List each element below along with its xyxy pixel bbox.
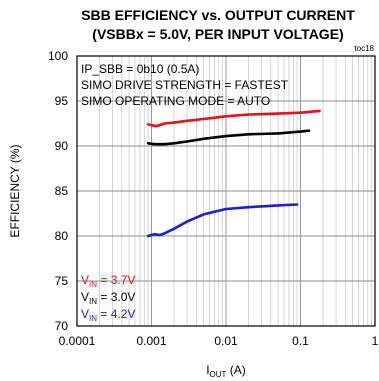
- y-axis-label: EFFICIENCY (%): [8, 144, 22, 237]
- grid: [76, 55, 375, 327]
- legend-entry-0: VIN = 3.7V: [81, 273, 135, 289]
- x-axis-label: IOUT (A): [206, 363, 246, 379]
- legend-entry-1: VIN = 3.0V: [81, 290, 135, 306]
- annotation-box: IP_SBB = 0b10 (0.5A) SIMO DRIVE STRENGTH…: [81, 62, 289, 108]
- annotation-ip-sbb: IP_SBB = 0b10 (0.5A): [81, 62, 199, 76]
- series-layer: [146, 109, 321, 238]
- series-line-2: [146, 203, 299, 238]
- y-tick-label: 100: [48, 49, 68, 63]
- x-tick-label: 1: [372, 334, 379, 348]
- y-tick-label: 85: [55, 184, 69, 198]
- chart-title: SBB EFFICIENCY vs. OUTPUT CURRENT: [81, 7, 355, 23]
- y-tick-label: 75: [55, 274, 69, 288]
- x-tick-label: 0.01: [214, 334, 238, 348]
- y-tick-label: 90: [55, 139, 69, 153]
- annotation-operating-mode: SIMO OPERATING MODE = AUTO: [81, 94, 270, 108]
- series-line-1: [146, 129, 311, 146]
- legend-entry-2: VIN = 4.2V: [81, 307, 135, 323]
- y-tick-label: 80: [55, 229, 69, 243]
- x-tick-label: 0.001: [136, 334, 166, 348]
- figure-id: toc18: [354, 44, 374, 53]
- x-tick-label: 0.1: [292, 334, 309, 348]
- annotation-drive-strength: SIMO DRIVE STRENGTH = FASTEST: [81, 78, 289, 92]
- plot-frame: [76, 55, 376, 327]
- x-tick-label: 0.0001: [59, 334, 96, 348]
- tick-labels: 0.0001 0.001 0.01 0.1 1 70 75 80 85 90 95 100: [48, 49, 379, 348]
- series-line-0: [146, 109, 321, 128]
- y-tick-label: 95: [55, 94, 69, 108]
- y-tick-label: 70: [55, 319, 69, 333]
- chart-subtitle: (VSBBx = 5.0V, PER INPUT VOLTAGE): [92, 26, 343, 42]
